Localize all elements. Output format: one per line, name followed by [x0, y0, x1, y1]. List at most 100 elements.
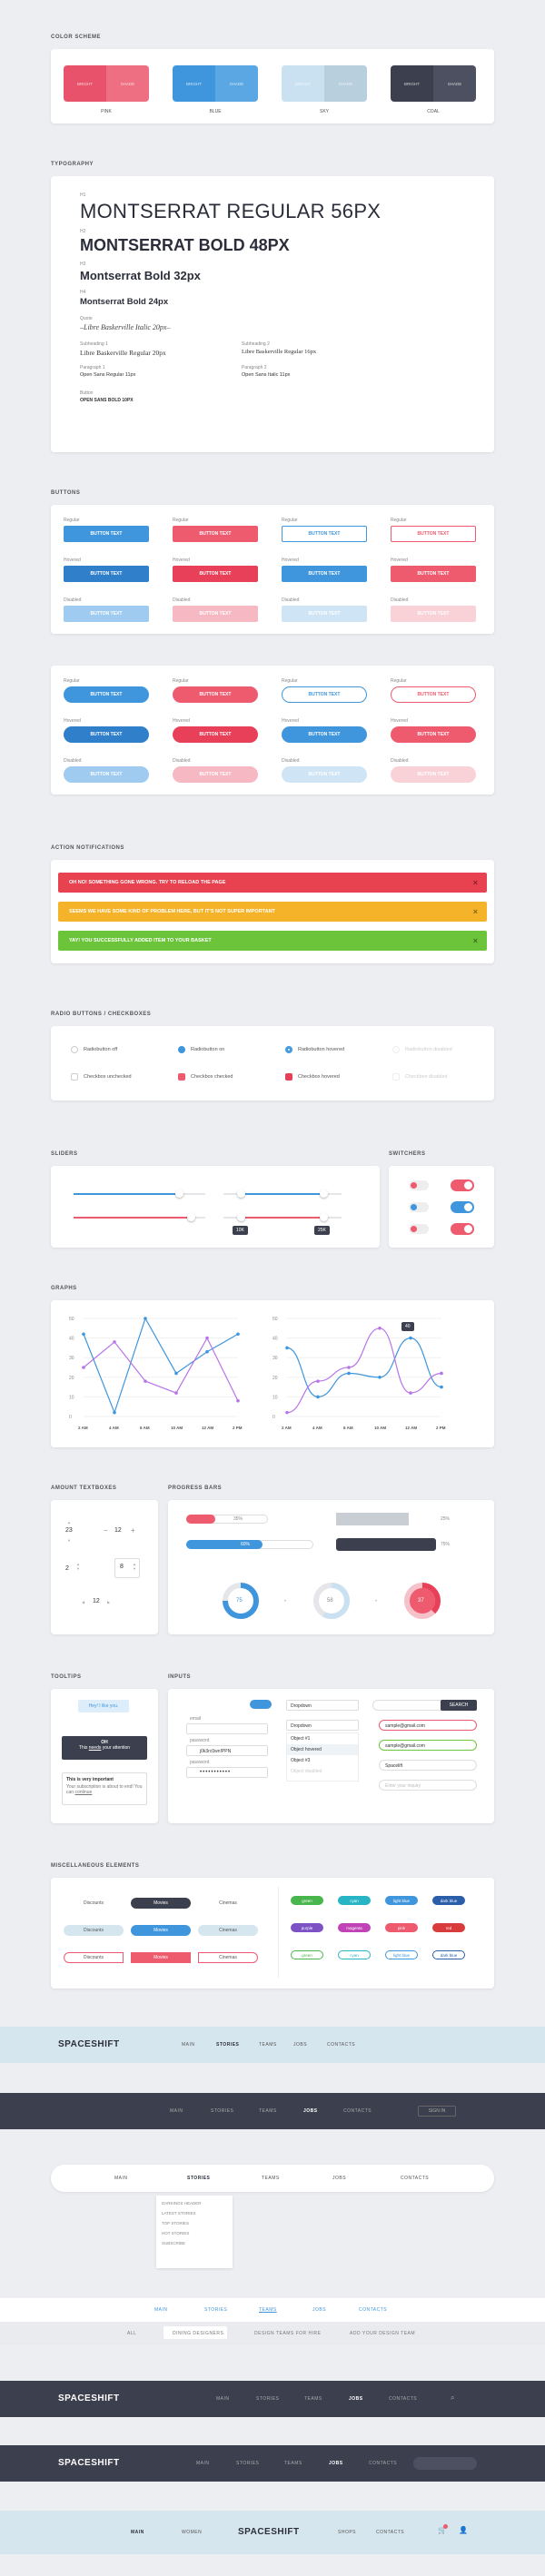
nav-main[interactable]: MAIN	[216, 2396, 230, 2402]
subnav-item[interactable]: DINING DESIGNERS	[173, 2331, 224, 2336]
button[interactable]: BUTTON TEXT	[391, 526, 476, 542]
segmented-option[interactable]: Discounts	[64, 1952, 124, 1963]
search-button[interactable]: SEARCH	[441, 1700, 477, 1711]
search-input[interactable]	[372, 1700, 449, 1711]
range-thumb-high[interactable]	[320, 1213, 328, 1221]
range-thumb-low[interactable]	[237, 1189, 245, 1198]
tag[interactable]: dark blue	[432, 1950, 465, 1959]
amount-value[interactable]: 12	[93, 1598, 100, 1604]
plus-button[interactable]: +	[131, 1526, 135, 1535]
checkbox[interactable]	[285, 1073, 292, 1081]
amount-value[interactable]: 23	[65, 1527, 73, 1534]
switch-off[interactable]	[409, 1224, 429, 1234]
email-field-error[interactable]: sample@gmail.com	[379, 1720, 477, 1731]
button[interactable]: BUTTON TEXT	[64, 566, 149, 582]
nav-teams[interactable]: TEAMS	[284, 2461, 302, 2466]
search-input[interactable]	[413, 2457, 477, 2470]
nav-teams[interactable]: TEAMS	[259, 2307, 277, 2313]
switch-off[interactable]	[409, 1180, 429, 1190]
nav-jobs[interactable]: JOBS	[312, 2307, 327, 2313]
radio-button[interactable]	[71, 1046, 78, 1053]
checkbox[interactable]	[71, 1073, 78, 1081]
password-field[interactable]: j0k3rc0wn!PPN	[186, 1745, 268, 1756]
nav-stories[interactable]: STORIES	[236, 2461, 260, 2466]
nav-stories[interactable]: STORIES	[187, 2176, 211, 2181]
user-icon[interactable]: 👤	[459, 2526, 468, 2534]
button[interactable]: BUTTON TEXT	[282, 526, 367, 542]
button[interactable]: BUTTON TEXT	[282, 686, 367, 703]
tag[interactable]: magenta	[338, 1923, 371, 1932]
dropdown-item[interactable]: LATEST STORIES	[162, 2211, 196, 2216]
checkbox[interactable]	[178, 1073, 185, 1081]
nav-contacts[interactable]: CONTACTS	[343, 2108, 372, 2114]
nav-contacts[interactable]: CONTACTS	[369, 2461, 398, 2466]
close-icon[interactable]: ×	[472, 878, 478, 887]
nav-jobs[interactable]: JOBS	[349, 2396, 363, 2402]
nav-main[interactable]: MAIN	[114, 2176, 128, 2181]
text-field-placeholder[interactable]: Enter your inquiry	[379, 1780, 477, 1791]
logo[interactable]: SPACESHIFT	[58, 2039, 120, 2049]
tag[interactable]: cyan	[338, 1950, 371, 1959]
nav-stories[interactable]: STORIES	[216, 2042, 240, 2048]
nav-women[interactable]: WOMEN	[182, 2530, 203, 2535]
subnav-all[interactable]: ALL	[127, 2331, 137, 2336]
button[interactable]: BUTTON TEXT	[173, 566, 258, 582]
close-icon[interactable]: ×	[472, 936, 478, 945]
nav-contacts[interactable]: CONTACTS	[389, 2396, 418, 2402]
logo[interactable]: SPACESHIFT	[238, 2527, 300, 2537]
sign-in-button[interactable]: SIGN IN	[418, 2106, 456, 2117]
email-field[interactable]	[186, 1723, 268, 1734]
nav-teams[interactable]: TEAMS	[259, 2108, 277, 2114]
tag[interactable]: cyan	[338, 1896, 371, 1905]
dropdown-option[interactable]: Object #1	[291, 1736, 311, 1742]
dropdown-item[interactable]: DARKINGS HEADER	[162, 2201, 202, 2206]
nav-main[interactable]: MAIN	[131, 2530, 144, 2535]
toggle-icon[interactable]	[250, 1700, 272, 1709]
email-field-valid[interactable]: sample@gmail.com	[379, 1740, 477, 1751]
search-icon[interactable]: ⌕	[451, 2393, 455, 2402]
switch-on-blue[interactable]	[451, 1201, 474, 1213]
nav-jobs[interactable]: JOBS	[303, 2108, 318, 2114]
nav-main[interactable]: MAIN	[182, 2042, 195, 2048]
nav-jobs[interactable]: JOBS	[293, 2042, 308, 2048]
segmented-option[interactable]: Movies	[131, 1925, 191, 1936]
dropdown-item[interactable]: TOP STORIES	[162, 2221, 190, 2226]
range-thumb-low[interactable]	[237, 1213, 245, 1221]
dropdown-item[interactable]: HOT STORIES	[162, 2231, 190, 2235]
segmented-option[interactable]: Movies	[131, 1952, 191, 1963]
text-field[interactable]: Spacelift	[379, 1760, 477, 1771]
nav-stories[interactable]: STORIES	[211, 2108, 234, 2114]
button[interactable]: BUTTON TEXT	[391, 726, 476, 743]
nav-jobs[interactable]: JOBS	[329, 2461, 343, 2466]
cart-icon[interactable]: 🛒	[438, 2526, 447, 2534]
dropdown-option[interactable]: Object #3	[291, 1758, 311, 1763]
amount-value[interactable]: 12	[114, 1527, 122, 1534]
button[interactable]: BUTTON TEXT	[391, 566, 476, 582]
button[interactable]: BUTTON TEXT	[282, 726, 367, 743]
segmented-option[interactable]: Movies	[131, 1898, 191, 1909]
amount-value[interactable]: 8	[120, 1564, 124, 1570]
tag[interactable]: dark blue	[432, 1896, 465, 1905]
amount-value[interactable]: 2	[65, 1565, 69, 1572]
radio-button[interactable]	[178, 1046, 185, 1053]
segmented-option[interactable]: Cinemas	[219, 1900, 237, 1906]
nav-teams[interactable]: TEAMS	[304, 2396, 322, 2402]
tag[interactable]: red	[432, 1923, 465, 1932]
logo[interactable]: SPACESHIFT	[58, 2458, 120, 2468]
tag[interactable]: light blue	[385, 1950, 418, 1959]
nav-jobs[interactable]: JOBS	[332, 2176, 347, 2181]
close-icon[interactable]: ×	[472, 907, 478, 916]
segmented-option[interactable]: Discounts	[84, 1900, 104, 1906]
subnav-item[interactable]: DESIGN TEAMS FOR HIRE	[254, 2331, 322, 2336]
nav-teams[interactable]: TEAMS	[259, 2042, 277, 2048]
dropdown-option[interactable]: Object hovered	[287, 1744, 358, 1755]
nav-stories[interactable]: STORIES	[256, 2396, 280, 2402]
nav-contacts[interactable]: CONTACTS	[327, 2042, 356, 2048]
nav-main[interactable]: MAIN	[170, 2108, 183, 2114]
nav-contacts[interactable]: CONTACTS	[376, 2530, 405, 2535]
switch-on-pink[interactable]	[451, 1223, 474, 1235]
dropdown-item[interactable]: SUBSCRIBE	[162, 2241, 186, 2245]
minus-button[interactable]: −	[104, 1526, 108, 1535]
dropdown-open[interactable]: Dropdown	[286, 1720, 359, 1731]
tag[interactable]: pink	[385, 1923, 418, 1932]
